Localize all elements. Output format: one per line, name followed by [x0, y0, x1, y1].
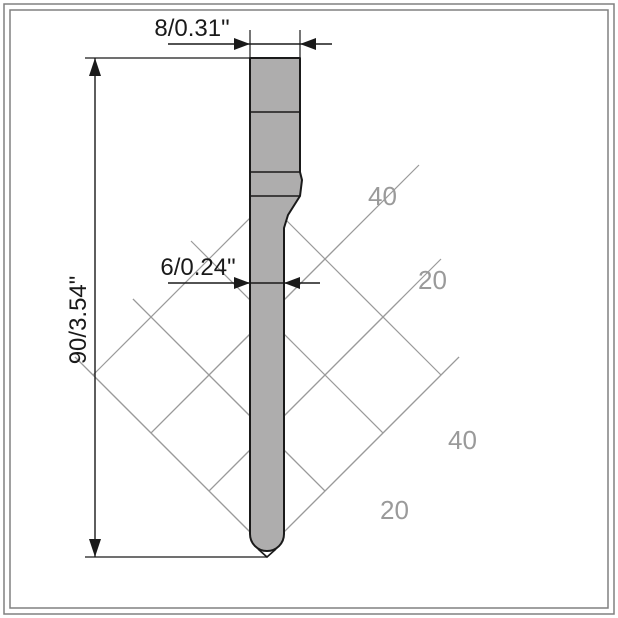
grid-label-40-bot: 40: [448, 425, 477, 455]
dim-top-width-label: 8/0.31": [154, 15, 229, 42]
dim-top-width: 8/0.31": [154, 15, 332, 58]
dim-shank-width-label: 6/0.24": [160, 254, 235, 281]
dim-height: 90/3.54": [65, 58, 267, 557]
grid-label-20-bot: 20: [380, 495, 409, 525]
dim-height-label: 90/3.54": [65, 276, 92, 365]
grid-label-20-top: 20: [418, 265, 447, 295]
inner-frame: [10, 10, 608, 608]
technical-drawing: 40 20 40 20 90/3.54" 8/0.31" 6/0.24": [0, 0, 618, 618]
tool-profile: [250, 58, 302, 551]
grid-label-40-top: 40: [368, 181, 397, 211]
